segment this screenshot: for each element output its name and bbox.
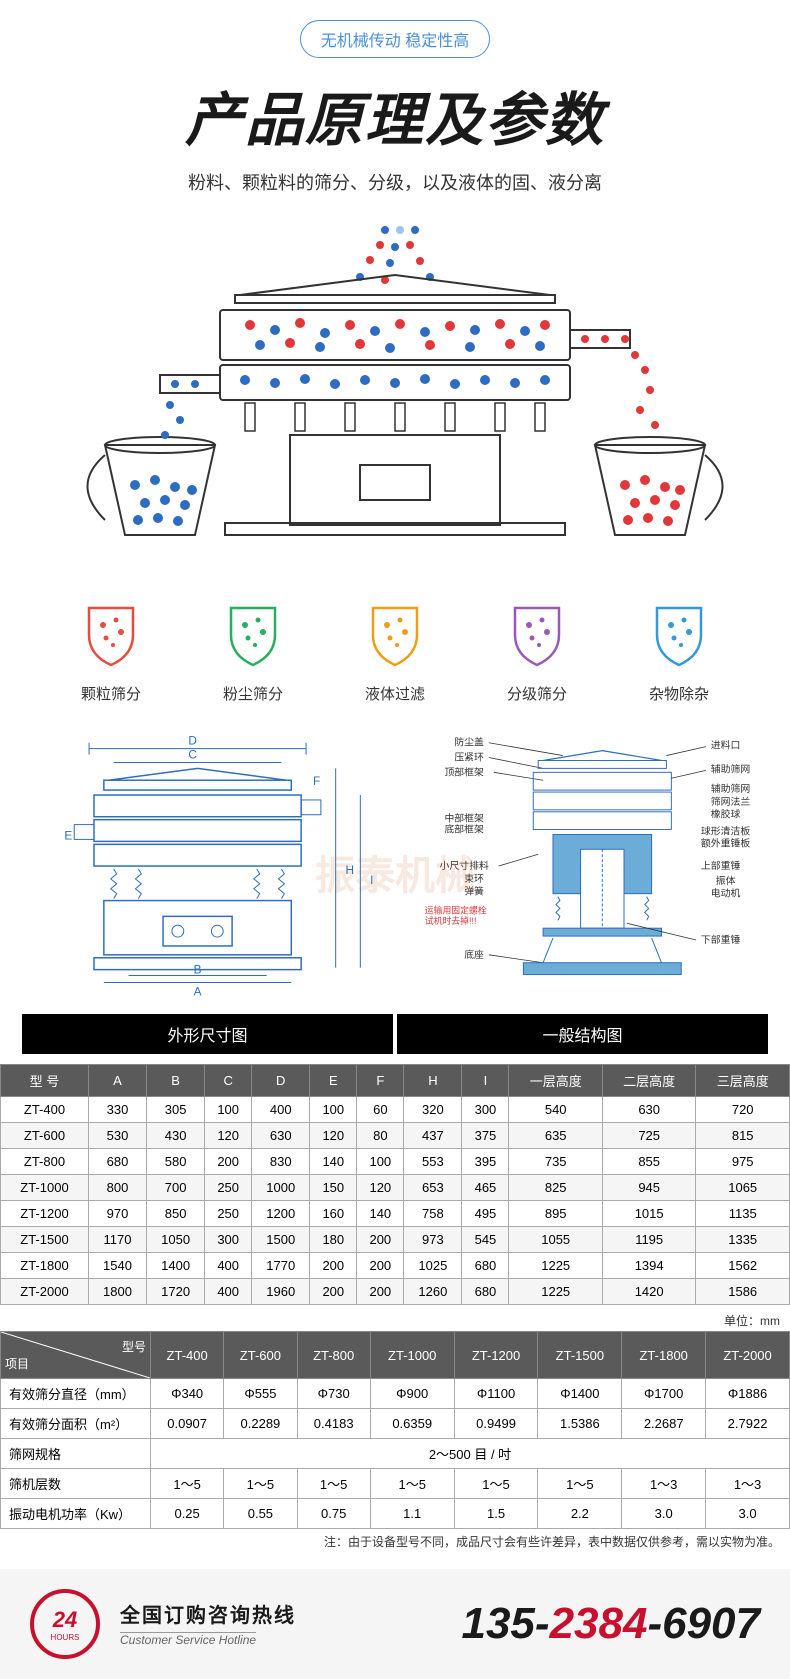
svg-text:底座: 底座: [464, 948, 484, 961]
param-header: ZT-800: [297, 1332, 370, 1379]
svg-text:筛网法兰: 筛网法兰: [711, 795, 751, 808]
svg-text:电动机: 电动机: [711, 887, 741, 900]
table-row: ZT-1500117010503001500180200973545105511…: [1, 1227, 790, 1253]
spec-header: 三层高度: [696, 1065, 790, 1097]
hotline-en-text: Customer Service Hotline: [120, 1632, 256, 1647]
diagram-labels-row: 外形尺寸图 一般结构图: [0, 1014, 790, 1054]
table-row: 有效筛分面积（m²）0.09070.22890.41830.63590.9499…: [1, 1409, 790, 1439]
spec-header: I: [462, 1065, 509, 1097]
svg-text:B: B: [194, 963, 202, 977]
feature-item: 液体过滤: [365, 600, 425, 704]
structure-diagrams: 振泰机械 D C E F H I: [0, 729, 790, 1014]
svg-text:F: F: [313, 774, 320, 788]
left-diagram-label: 外形尺寸图: [22, 1014, 393, 1054]
feature-label: 粉尘筛分: [223, 683, 283, 704]
svg-text:顶部框架: 顶部框架: [444, 765, 484, 778]
table-row: ZT-1200970850250120016014075849589510151…: [1, 1201, 790, 1227]
svg-text:额外重锤板: 额外重锤板: [701, 836, 750, 849]
spec-header: A: [88, 1065, 146, 1097]
spec-header: H: [404, 1065, 462, 1097]
svg-text:底部框架: 底部框架: [444, 823, 484, 836]
svg-text:振体: 振体: [716, 874, 736, 887]
principle-diagram: [0, 225, 790, 590]
feature-item: 粉尘筛分: [223, 600, 283, 704]
svg-text:进料口: 进料口: [711, 739, 741, 752]
param-header: ZT-1800: [622, 1332, 706, 1379]
feature-item: 分级筛分: [507, 600, 567, 704]
svg-text:橡胶球: 橡胶球: [711, 808, 741, 821]
spec-header: B: [147, 1065, 205, 1097]
svg-text:压紧环: 压紧环: [454, 751, 484, 763]
feature-icons-row: 颗粒筛分 粉尘筛分 液体过滤 分级筛分 杂物除杂: [0, 590, 790, 729]
table-note: 注：由于设备型号不同，成品尺寸会有些许差异，表中数据仅供参考，需以实物为准。: [0, 1529, 790, 1554]
table-row: ZT-40033030510040010060320300540630720: [1, 1097, 790, 1123]
table-row: 有效筛分直径（mm）Φ340Φ555Φ730Φ900Φ1100Φ1400Φ170…: [1, 1379, 790, 1409]
table-row: 筛网规格2～500 目 / 吋: [1, 1439, 790, 1469]
param-corner: 型号项目: [1, 1332, 151, 1379]
table-row: ZT-800680580200830140100553395735855975: [1, 1149, 790, 1175]
param-header: ZT-600: [224, 1332, 297, 1379]
subtitle: 粉料、颗粒料的筛分、分级，以及液体的固、液分离: [0, 169, 790, 195]
feature-label: 杂物除杂: [649, 683, 709, 704]
feature-item: 颗粒筛分: [81, 600, 141, 704]
svg-text:C: C: [188, 748, 197, 762]
svg-text:I: I: [370, 873, 373, 887]
banner-pill: 无机械传动 稳定性高: [300, 20, 490, 58]
param-header: ZT-1200: [454, 1332, 538, 1379]
svg-text:辅助筛网: 辅助筛网: [711, 782, 751, 795]
table-row: 筛机层数1～51～51～51～51～51～51～31～3: [1, 1469, 790, 1499]
svg-text:防尘盖: 防尘盖: [454, 736, 484, 749]
svg-text:D: D: [188, 734, 197, 748]
svg-text:H: H: [346, 863, 355, 877]
table-row: ZT-2000180017204001960200200126068012251…: [1, 1279, 790, 1305]
spec-header: 二层高度: [602, 1065, 695, 1097]
spec-header: E: [310, 1065, 357, 1097]
param-header: ZT-2000: [706, 1332, 790, 1379]
feature-item: 杂物除杂: [649, 600, 709, 704]
param-header: ZT-1500: [538, 1332, 622, 1379]
spec-header: C: [205, 1065, 252, 1097]
spec-header: D: [252, 1065, 310, 1097]
feature-label: 液体过滤: [365, 683, 425, 704]
feature-label: 分级筛分: [507, 683, 567, 704]
svg-text:E: E: [64, 828, 72, 842]
spec-header: 型 号: [1, 1065, 89, 1097]
right-diagram-label: 一般结构图: [397, 1014, 768, 1054]
param-header: ZT-400: [151, 1332, 224, 1379]
hotline-section: 24 HOURS 全国订购咨询热线 Customer Service Hotli…: [0, 1569, 790, 1679]
svg-text:球形清洁板: 球形清洁板: [701, 824, 750, 837]
param-table: 型号项目ZT-400ZT-600ZT-800ZT-1000ZT-1200ZT-1…: [0, 1331, 790, 1529]
feature-label: 颗粒筛分: [81, 683, 141, 704]
svg-text:下部重锤: 下部重锤: [701, 933, 741, 946]
table-row: ZT-1800154014004001770200200102568012251…: [1, 1253, 790, 1279]
table-row: ZT-60053043012063012080437375635725815: [1, 1123, 790, 1149]
unit-label: 单位：mm: [0, 1310, 790, 1331]
svg-text:中部框架: 中部框架: [444, 812, 484, 825]
spec-header: 一层高度: [509, 1065, 602, 1097]
svg-text:辅助筛网: 辅助筛网: [711, 762, 751, 775]
spec-header: F: [357, 1065, 404, 1097]
table-row: ZT-1000800700250100015012065346582594510…: [1, 1175, 790, 1201]
spec-table: 型 号ABCDEFHI一层高度二层高度三层高度 ZT-4003303051004…: [0, 1064, 790, 1305]
hotline-cn-text: 全国订购咨询热线: [120, 1599, 461, 1628]
param-header: ZT-1000: [370, 1332, 454, 1379]
svg-text:弹簧: 弹簧: [464, 885, 484, 898]
hotline-24-icon: 24 HOURS: [30, 1589, 100, 1659]
svg-text:上部重锤: 上部重锤: [701, 859, 741, 872]
svg-text:运输用固定螺栓: 运输用固定螺栓: [425, 904, 487, 915]
hotline-number: 135-2384-6907: [461, 1599, 760, 1649]
svg-text:A: A: [194, 984, 202, 998]
main-title: 产品原理及参数: [0, 73, 790, 157]
svg-text:试机时去掉!!!: 试机时去掉!!!: [425, 915, 477, 926]
svg-text:小尺寸排料: 小尺寸排料: [440, 859, 489, 872]
svg-text:束环: 束环: [464, 873, 484, 885]
table-row: 振动电机功率（Kw）0.250.550.751.11.52.23.03.0: [1, 1499, 790, 1529]
